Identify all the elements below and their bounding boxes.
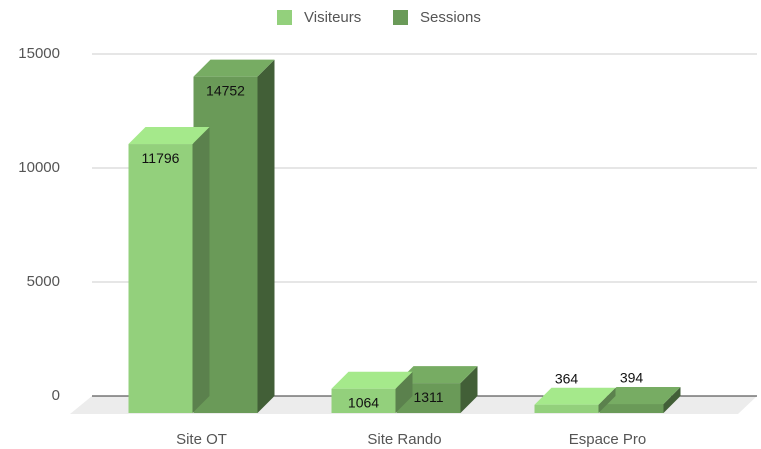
- value-label: 1064: [348, 394, 379, 410]
- y-tick-label: 10000: [18, 159, 60, 176]
- bar-side: [598, 387, 616, 413]
- legend-label: Visiteurs: [304, 9, 361, 26]
- value-label: 394: [620, 370, 644, 386]
- x-tick-label: Espace Pro: [569, 431, 647, 448]
- x-tick-label: Site Rando: [367, 431, 441, 448]
- bar-side: [257, 59, 275, 414]
- legend-swatch: [393, 10, 408, 25]
- bar-top: [128, 127, 210, 145]
- bar: [599, 404, 664, 413]
- bar: [331, 388, 396, 413]
- y-tick-label: 5000: [27, 273, 60, 290]
- bar-side: [192, 127, 210, 413]
- value-label: 364: [555, 370, 579, 386]
- bar: [128, 144, 193, 413]
- x-tick-label: Site OT: [176, 431, 227, 448]
- bar-side: [395, 371, 413, 413]
- y-tick-label: 15000: [18, 45, 60, 62]
- bar-top: [396, 366, 478, 384]
- legend-label: Sessions: [420, 9, 481, 26]
- value-label: 14752: [206, 82, 245, 98]
- legend-swatch: [277, 10, 292, 25]
- value-label: 1311: [413, 389, 443, 405]
- bar-side: [663, 387, 681, 413]
- bar-top: [534, 387, 616, 405]
- bar-top: [599, 387, 681, 405]
- value-label: 11796: [142, 150, 180, 166]
- y-tick-label: 0: [52, 387, 60, 404]
- bar-side: [460, 366, 478, 413]
- bar-top: [193, 59, 275, 77]
- bar: [534, 404, 599, 413]
- bar-top: [331, 371, 413, 389]
